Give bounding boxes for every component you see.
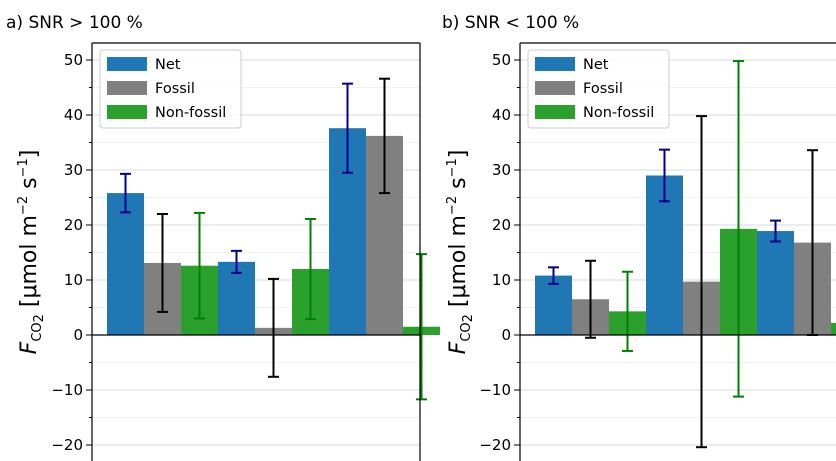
bar-net xyxy=(535,275,572,335)
legend-nonfossil-swatch xyxy=(107,105,147,119)
svg-text:FCO2 [μmol m−2 s−1]: FCO2 [μmol m−2 s−1] xyxy=(445,150,476,355)
errorbar-net xyxy=(231,249,242,274)
errorbar-fossil xyxy=(157,213,168,313)
ytick-label: 10 xyxy=(492,271,511,289)
panel-a-title: a) SNR > 100 % xyxy=(6,13,143,33)
panel-b-ylabel: FCO2 [μmol m−2 s−1] xyxy=(445,150,476,355)
legend-nonfossil-label: Non-fossil xyxy=(155,105,226,121)
errorbar-net xyxy=(342,82,353,174)
errorbar-non-fossil xyxy=(305,217,316,321)
panel-b-yticks: −20 −10 0 10 20 30 40 50 xyxy=(479,51,520,454)
ytick-label: 10 xyxy=(64,271,83,289)
legend-net-label: Net xyxy=(583,57,609,73)
ytick-label: 40 xyxy=(64,106,83,124)
legend-fossil-label: Fossil xyxy=(155,81,195,97)
panel-a-ylabel-f: F xyxy=(17,341,42,354)
panel-a-bars xyxy=(107,128,440,335)
legend-fossil-swatch xyxy=(107,81,147,95)
legend-net-swatch xyxy=(107,57,147,71)
bar-non-fossil xyxy=(831,322,836,335)
ytick-label: 20 xyxy=(64,216,83,234)
panel-b-title: b) SNR < 100 % xyxy=(442,13,579,33)
panel-a-errorbars xyxy=(120,77,427,401)
panel-b: b) SNR < 100 % FCO2 [μmol m−2 s−1] −20 −1… xyxy=(442,13,836,461)
errorbar-net xyxy=(120,172,131,214)
bar-net xyxy=(757,231,794,335)
ytick-label: 0 xyxy=(73,326,83,344)
errorbar-fossil xyxy=(268,277,279,378)
panel-a: a) SNR > 100 % FCO2 [μmol m−2 s−1] −20 −1… xyxy=(6,13,440,461)
svg-text:FCO2 [μmol m−2 s−1]: FCO2 [μmol m−2 s−1] xyxy=(16,150,47,355)
ytick-label: −20 xyxy=(479,436,511,454)
errorbar-fossil xyxy=(585,259,596,339)
panel-a-yticks: −20 −10 0 10 20 30 40 50 xyxy=(51,51,92,454)
legend-nonfossil-swatch xyxy=(535,105,575,119)
ytick-label: 50 xyxy=(492,51,511,69)
errorbar-fossil xyxy=(696,115,707,449)
panel-a-ylabel: FCO2 [μmol m−2 s−1] xyxy=(16,150,47,355)
legend-fossil-swatch xyxy=(535,81,575,95)
errorbar-non-fossil xyxy=(733,60,744,398)
panel-a-legend: Net Fossil Non-fossil xyxy=(99,49,242,129)
errorbar-net xyxy=(770,219,781,243)
errorbar-non-fossil xyxy=(622,270,633,352)
legend-net-label: Net xyxy=(155,57,181,73)
ytick-label: −10 xyxy=(51,381,83,399)
ytick-label: 30 xyxy=(492,161,511,179)
ytick-label: −20 xyxy=(51,436,83,454)
ytick-label: −10 xyxy=(479,381,511,399)
errorbar-fossil xyxy=(379,77,390,195)
ytick-label: 20 xyxy=(492,216,511,234)
errorbar-non-fossil xyxy=(194,211,205,320)
legend-nonfossil-label: Non-fossil xyxy=(583,105,654,121)
bar-net xyxy=(218,261,255,335)
bar-net xyxy=(107,193,144,335)
panel-b-legend: Net Fossil Non-fossil xyxy=(527,49,670,129)
errorbar-net xyxy=(659,148,670,203)
ytick-label: 0 xyxy=(501,326,511,344)
errorbar-non-fossil xyxy=(416,253,427,401)
errorbar-net xyxy=(548,266,559,285)
legend-fossil-label: Fossil xyxy=(583,81,623,97)
legend-net-swatch xyxy=(535,57,575,71)
ytick-label: 50 xyxy=(64,51,83,69)
ytick-label: 40 xyxy=(492,106,511,124)
ytick-label: 30 xyxy=(64,161,83,179)
panel-b-bars xyxy=(535,175,836,335)
